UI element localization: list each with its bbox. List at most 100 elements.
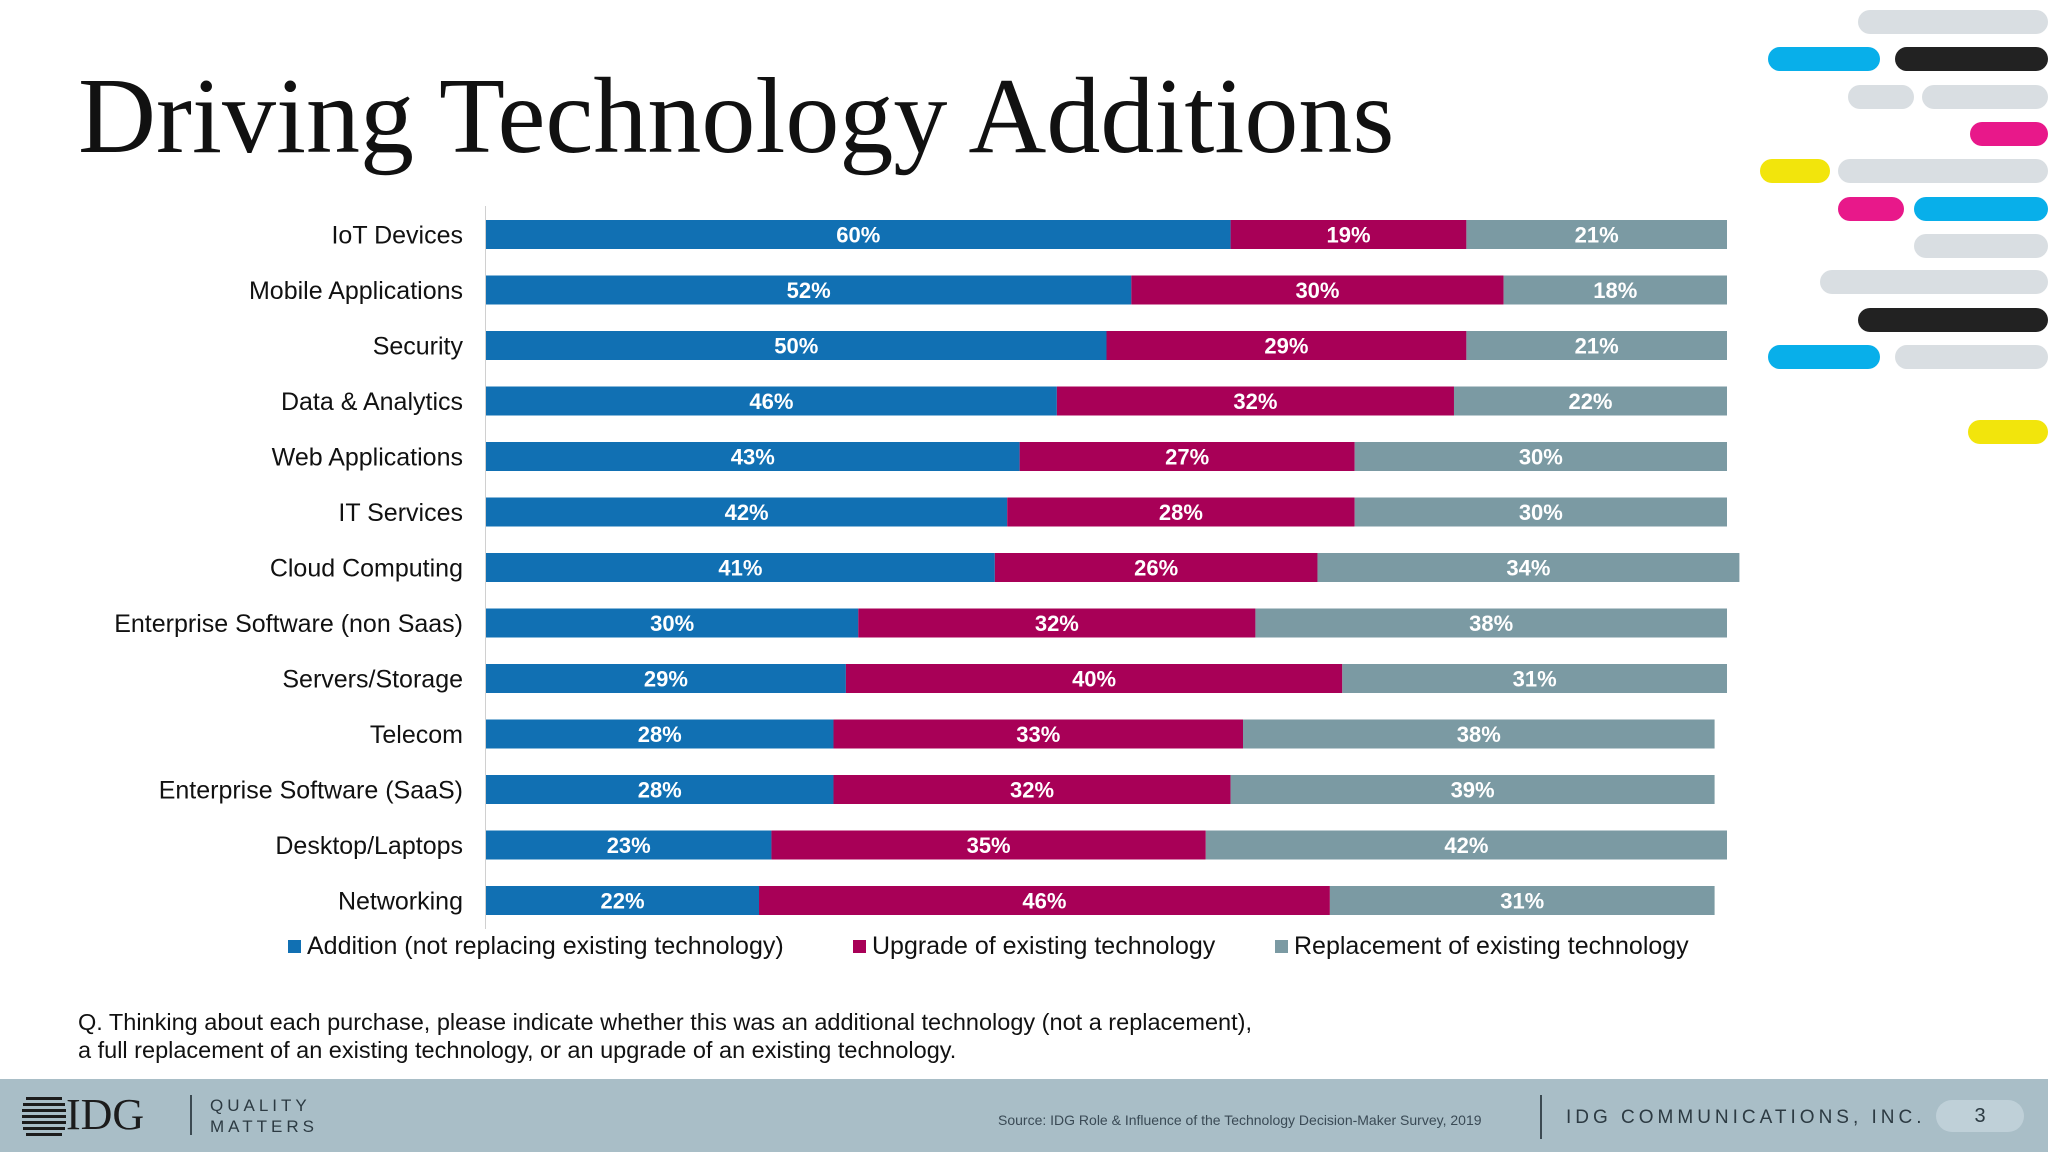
- data-label-addition: 50%: [774, 334, 818, 359]
- bar-segment-upgrade: [1230, 220, 1467, 249]
- data-label-upgrade: 27%: [1165, 445, 1209, 470]
- bar-segment-addition: [486, 886, 760, 915]
- legend-label-addition: Addition (not replacing existing technol…: [307, 932, 784, 960]
- category-label: Desktop/Laptops: [275, 832, 463, 860]
- data-label-upgrade: 26%: [1134, 556, 1178, 581]
- data-label-replacement: 22%: [1568, 389, 1612, 414]
- data-label-addition: 42%: [725, 500, 769, 525]
- bar-segment-replacement: [1205, 830, 1727, 860]
- data-label-addition: 28%: [638, 778, 682, 803]
- data-label-replacement: 18%: [1593, 278, 1637, 303]
- data-label-upgrade: 46%: [1022, 889, 1066, 914]
- data-label-replacement: 30%: [1519, 445, 1563, 470]
- data-label-upgrade: 33%: [1016, 722, 1060, 747]
- bar-segment-replacement: [1255, 608, 1727, 638]
- category-label: Enterprise Software (non Saas): [114, 610, 463, 638]
- bar-segment-replacement: [1342, 664, 1727, 693]
- deco-stripe-gray: [1838, 159, 2048, 183]
- data-label-replacement: 21%: [1575, 334, 1619, 359]
- category-label: Security: [373, 333, 464, 361]
- data-label-upgrade: 32%: [1035, 611, 1079, 636]
- page-number: 3: [1974, 1105, 1986, 1127]
- bar-segment-addition: [486, 275, 1132, 305]
- data-label-replacement: 34%: [1506, 556, 1550, 581]
- legend-label-upgrade: Upgrade of existing technology: [872, 932, 1216, 960]
- footer-divider: [1540, 1095, 1542, 1139]
- data-label-addition: 22%: [600, 889, 644, 914]
- deco-stripe-gray: [1922, 85, 2048, 109]
- deco-stripe-pink: [1970, 122, 2048, 146]
- deco-stripe-cyan: [1914, 197, 2048, 221]
- tagline: QUALITY MATTERS: [210, 1095, 318, 1137]
- bar-segment-upgrade: [771, 830, 1206, 860]
- data-label-replacement: 31%: [1500, 889, 1544, 914]
- bar-segment-addition: [486, 553, 995, 582]
- data-label-upgrade: 30%: [1295, 278, 1339, 303]
- category-label: IT Services: [338, 499, 463, 527]
- footer-bar: IDG QUALITY MATTERS Source: IDG Role & I…: [0, 1079, 2048, 1152]
- data-label-replacement: 38%: [1469, 611, 1513, 636]
- bar-segment-addition: [486, 386, 1057, 416]
- tagline-quality: QUALITY: [210, 1096, 311, 1115]
- data-label-upgrade: 29%: [1264, 334, 1308, 359]
- bar-segment-upgrade: [1007, 497, 1355, 527]
- data-label-replacement: 39%: [1451, 778, 1495, 803]
- idg-logo: IDG: [22, 1093, 144, 1137]
- deco-stripe-pink: [1838, 197, 1904, 221]
- bar-segment-replacement: [1230, 775, 1715, 804]
- legend-swatch-addition: [288, 940, 301, 953]
- legend-swatch-upgrade: [853, 940, 866, 953]
- data-label-upgrade: 40%: [1072, 667, 1116, 692]
- logo-divider: [190, 1095, 192, 1135]
- bar-segment-replacement: [1329, 886, 1715, 915]
- deco-stripe-yellow: [1968, 420, 2048, 444]
- category-label: Enterprise Software (SaaS): [159, 777, 463, 805]
- data-label-replacement: 21%: [1575, 223, 1619, 248]
- deco-stripe-gray: [1914, 234, 2048, 258]
- deco-stripe-yellow: [1760, 159, 1830, 183]
- data-label-addition: 60%: [836, 223, 880, 248]
- bar-segment-replacement: [1466, 220, 1727, 249]
- survey-question-line-1: Q. Thinking about each purchase, please …: [78, 1009, 1252, 1035]
- survey-question-line-2: a full replacement of an existing techno…: [78, 1037, 957, 1063]
- data-label-upgrade: 32%: [1010, 778, 1054, 803]
- bar-segment-replacement: [1317, 553, 1740, 582]
- source-note: Source: IDG Role & Influence of the Tech…: [998, 1112, 1482, 1128]
- bar-segment-replacement: [1453, 386, 1727, 416]
- category-label: Cloud Computing: [270, 555, 463, 583]
- bar-segment-upgrade: [833, 719, 1244, 749]
- survey-question: Q. Thinking about each purchase, please …: [78, 1008, 1478, 1064]
- data-label-upgrade: 28%: [1159, 500, 1203, 525]
- data-label-addition: 29%: [644, 667, 688, 692]
- tagline-matters: MATTERS: [210, 1117, 318, 1136]
- bar-segment-addition: [486, 442, 1020, 471]
- category-label: Data & Analytics: [281, 388, 463, 416]
- bar-segment-addition: [486, 497, 1008, 527]
- bar-segment-upgrade: [994, 553, 1318, 582]
- bar-segment-upgrade: [1056, 386, 1454, 416]
- data-label-upgrade: 19%: [1326, 223, 1370, 248]
- bar-segment-upgrade: [845, 664, 1343, 693]
- data-label-replacement: 38%: [1457, 722, 1501, 747]
- data-label-replacement: 31%: [1513, 667, 1557, 692]
- data-label-addition: 30%: [650, 611, 694, 636]
- deco-stripe-black: [1895, 47, 2048, 71]
- category-label: Telecom: [370, 721, 463, 749]
- data-label-upgrade: 35%: [967, 833, 1011, 858]
- company-name: IDG COMMUNICATIONS, INC.: [1566, 1107, 1926, 1128]
- category-label: Web Applications: [272, 444, 463, 472]
- bar-segment-addition: [486, 608, 859, 638]
- idg-logo-text: IDG: [66, 1090, 145, 1139]
- data-label-upgrade: 32%: [1233, 389, 1277, 414]
- data-label-replacement: 30%: [1519, 500, 1563, 525]
- page-number-badge: 3: [1936, 1100, 2024, 1132]
- data-label-addition: 43%: [731, 445, 775, 470]
- bar-segment-upgrade: [1019, 442, 1355, 471]
- bar-segment-addition: [486, 830, 772, 860]
- bar-segment-upgrade: [858, 608, 1256, 638]
- bar-segment-addition: [486, 719, 834, 749]
- bar-segment-upgrade: [759, 886, 1330, 915]
- bar-segment-replacement: [1354, 497, 1727, 527]
- bar-segment-upgrade: [1106, 331, 1467, 360]
- deco-stripe-gray: [1820, 270, 2048, 294]
